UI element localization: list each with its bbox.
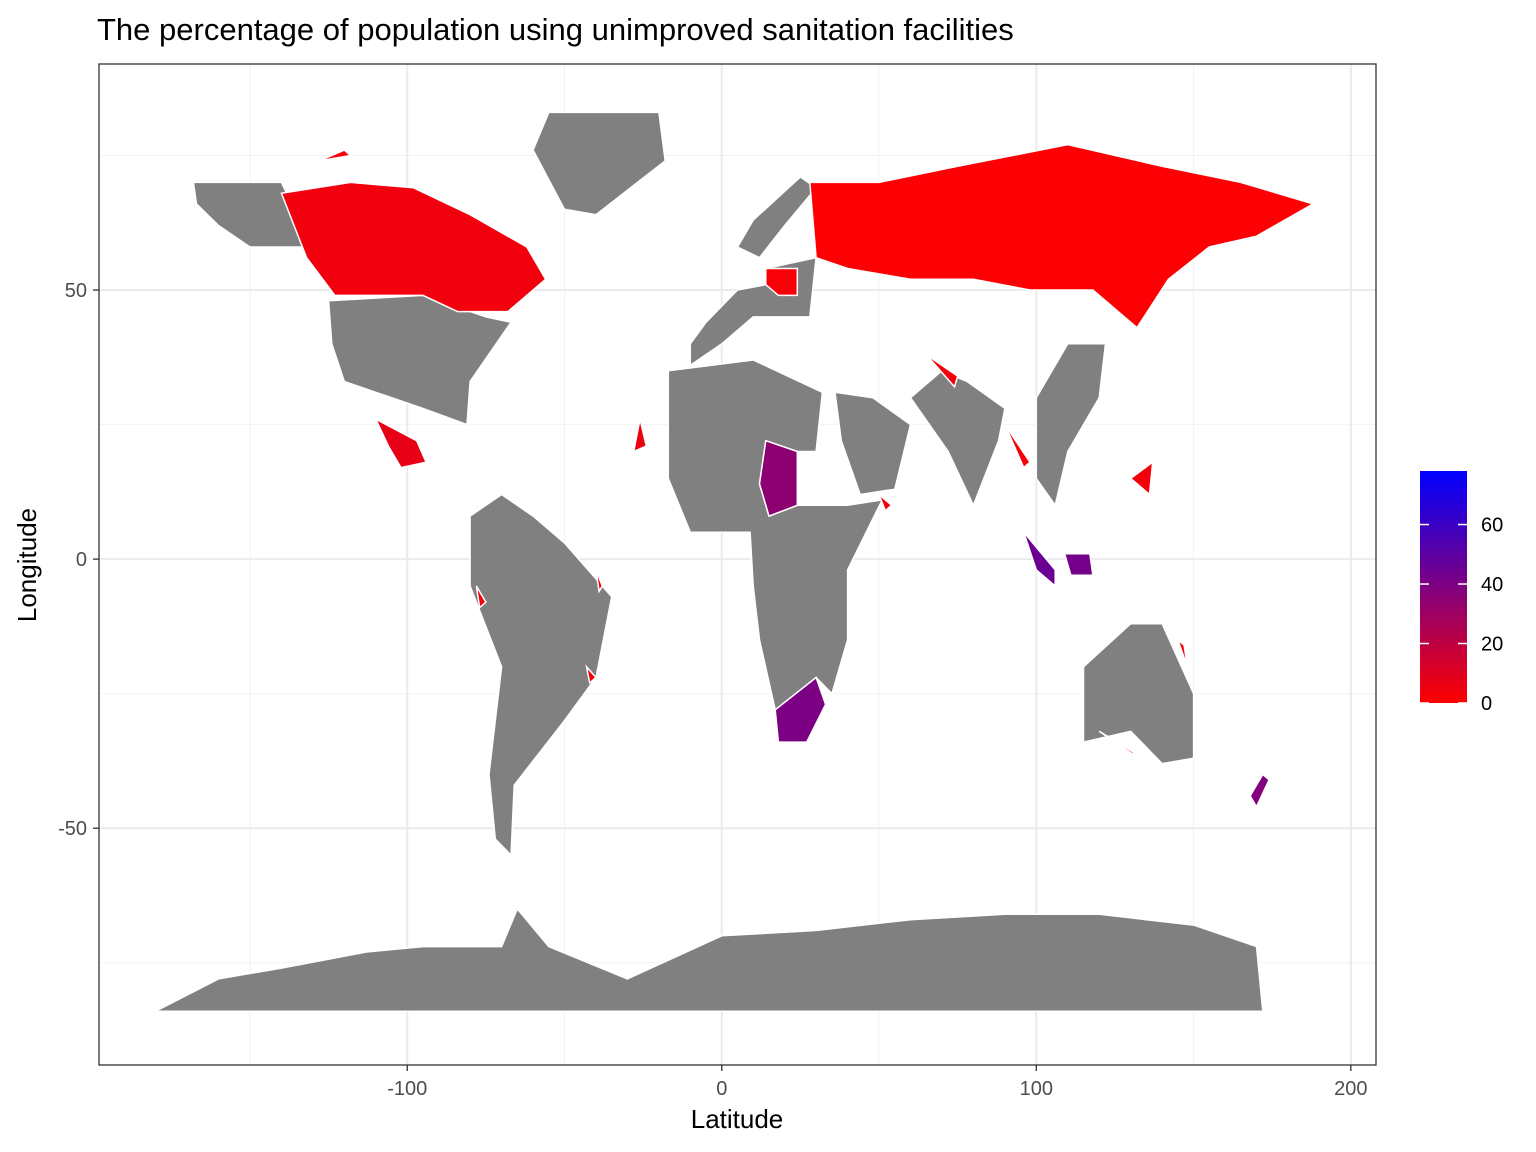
map-region — [475, 585, 487, 610]
map-region — [1022, 531, 1056, 588]
map-region-na — [1082, 622, 1195, 765]
legend-tick-label: 0 — [1481, 693, 1492, 715]
map-region — [1063, 552, 1094, 577]
map-region — [374, 417, 428, 469]
map-region — [1129, 460, 1154, 497]
x-axis-title: Latitude — [691, 1104, 784, 1134]
y-tick-label: 0 — [76, 549, 87, 571]
map-region — [585, 664, 598, 685]
y-tick-label: -50 — [58, 818, 87, 840]
chart-title: The percentage of population using unimp… — [97, 12, 1014, 47]
map-region — [280, 181, 547, 313]
map-region — [1176, 637, 1189, 668]
legend-tick-label: 60 — [1481, 515, 1503, 537]
map-region — [318, 149, 353, 162]
y-tick-label: 50 — [65, 280, 87, 302]
map-region — [1249, 773, 1271, 809]
map-region — [808, 143, 1315, 329]
map-region — [765, 267, 799, 297]
color-legend: 0 20 40 60 — [1420, 471, 1503, 715]
x-tick-label: 0 — [716, 1078, 727, 1100]
map-regions — [155, 111, 1315, 1012]
map-region — [595, 569, 604, 594]
map-region — [1098, 730, 1144, 759]
x-axis: -100 0 100 200 — [387, 1065, 1368, 1100]
legend-tick-label: 40 — [1481, 574, 1503, 596]
map-region — [925, 353, 959, 389]
map-region-na — [155, 907, 1264, 1012]
map-region — [1004, 424, 1031, 469]
map-region — [774, 676, 827, 743]
y-axis-title: Longitude — [12, 508, 42, 622]
map-region — [758, 439, 799, 518]
map-region-na — [1035, 343, 1107, 508]
x-tick-label: 100 — [1020, 1078, 1053, 1100]
map-region-na — [834, 391, 912, 496]
plot-border — [98, 63, 1377, 1066]
x-tick-label: 200 — [1334, 1078, 1367, 1100]
map-region-na — [469, 493, 613, 857]
legend-tick-label: 20 — [1481, 634, 1503, 656]
map-region-na — [667, 359, 884, 712]
legend-colorbar — [1420, 471, 1467, 703]
map-region — [632, 419, 648, 453]
map-region — [878, 493, 893, 512]
map-region-na — [532, 111, 666, 216]
x-tick-label: -100 — [387, 1078, 427, 1100]
y-axis: -50 0 50 — [58, 280, 99, 840]
